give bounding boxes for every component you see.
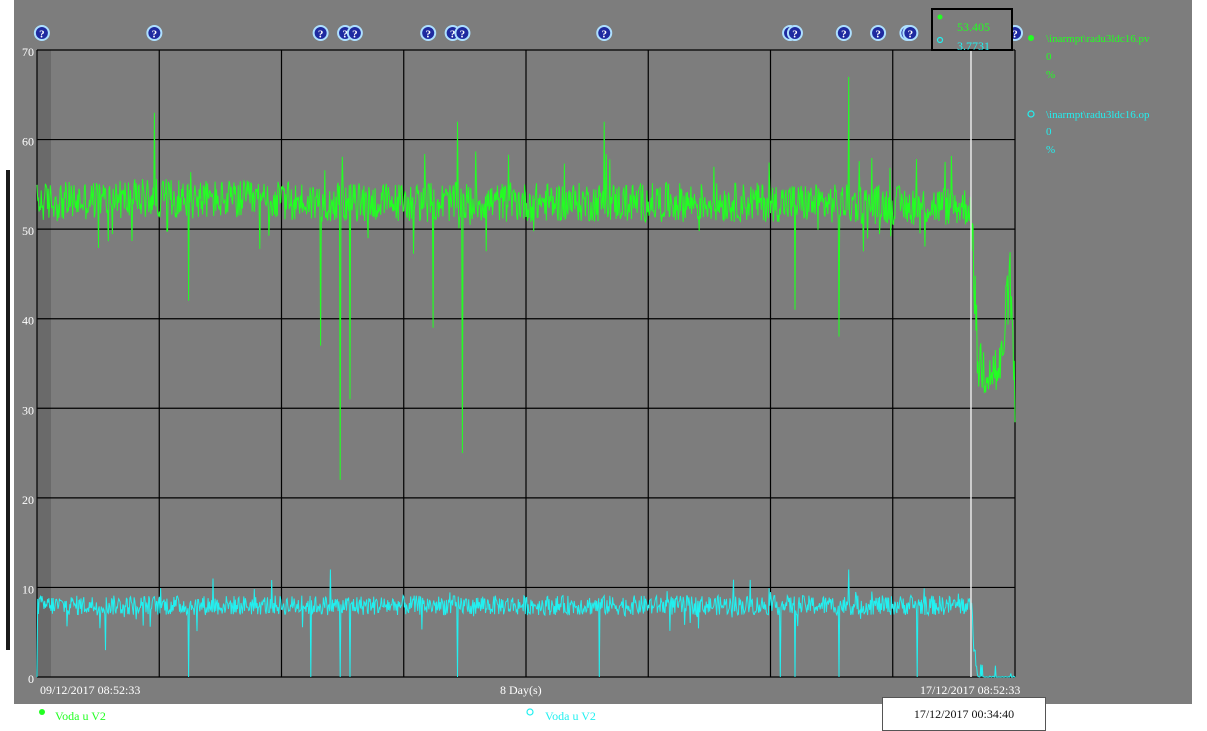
right-window-edge [1192,0,1207,704]
marker-glyph: ? [425,29,431,41]
x-end-label: 17/12/2017 08:52:33 [920,683,1020,697]
marker-badge [835,25,852,41]
marker-glyph: ? [792,29,798,41]
pv-tag-dot[interactable] [1028,35,1034,41]
marker-glyph: ? [841,29,847,41]
x-start-label: 09/12/2017 08:52:33 [40,683,140,697]
cursor-time-label: 17/12/2017 00:34:40 [913,706,1015,721]
op-tag-unit: % [1046,144,1055,156]
marker-badge [346,25,363,41]
op-tag-label[interactable]: \inarmpt\radu3ldc16.op [1046,109,1150,121]
marker-glyph: ? [601,29,607,41]
marker-glyph: ? [908,29,914,41]
marker-badge [146,25,163,41]
marker-badge [33,25,50,41]
question-mark-icon[interactable]: ? [420,25,437,41]
series-line-pv [36,76,1016,480]
x-span-label: 8 Day(s) [500,683,542,697]
marker-glyph: ? [1012,29,1018,41]
series-layer [36,76,1016,678]
marker-badge [786,25,803,41]
left-window-edge [0,0,14,731]
marker-badge [454,25,471,41]
pv-tag-value: 0 [1046,51,1052,63]
question-mark-icon[interactable]: ? [454,25,471,41]
marker-glyph: ? [342,29,348,41]
question-mark-icon[interactable]: ? [835,25,852,41]
y-tick-label: 50 [22,224,34,238]
marker-badge [420,25,437,41]
pv-tag-label[interactable]: \inarmpt\radu3ldc16.pv [1046,33,1150,45]
question-mark-icon[interactable]: ? [312,25,329,41]
y-axis: 70 60 50 40 30 20 10 0 [22,45,34,686]
y-tick-label: 40 [22,314,34,328]
op-readout-value: 3.7731 [957,39,990,53]
question-mark-icon[interactable]: ? [33,25,50,41]
series-line-op [36,569,1016,678]
question-mark-icon[interactable]: ? [146,25,163,41]
op-tag-circle[interactable] [1027,110,1035,118]
y-tick-label: 30 [22,403,34,417]
plot-left-band [37,50,51,677]
pv-legend-dot [39,709,45,715]
marker-glyph: ? [875,29,881,41]
pv-tag-unit: % [1046,69,1055,81]
pv-readout-value: 53.405 [957,20,990,34]
marker-badge [312,25,329,41]
marker-glyph: ? [152,29,158,41]
question-mark-icon[interactable]: ? [786,25,803,41]
pv-legend-name: Voda u V2 [55,709,106,723]
x-axis: 09/12/2017 08:52:33 8 Day(s) 17/12/2017 … [40,683,1020,697]
op-legend-name: Voda u V2 [545,709,596,723]
question-mark-icon[interactable]: ? [346,25,363,41]
bottom-legend: Voda u V2 Voda u V2 [39,708,596,723]
op-legend-circle [526,708,534,716]
marker-glyph: ? [352,29,358,41]
grid [36,49,1016,678]
op-tag-value: 0 [1046,126,1052,138]
question-mark-icon[interactable]: ? [902,25,919,41]
marker-glyph: ? [460,29,466,41]
pv-readout-dot [937,14,943,20]
cursor-time-box[interactable]: 17/12/2017 00:34:40 [882,697,1046,731]
marker-badge [870,25,887,41]
y-tick-label: 20 [22,493,34,507]
event-markers[interactable]: ???????????????? [33,25,1023,41]
y-tick-label: 70 [22,45,34,59]
marker-badge [902,25,919,41]
y-tick-label: 0 [28,672,34,686]
cursor-readout: 53.405 3.7731 [931,8,1013,53]
question-mark-icon[interactable]: ? [870,25,887,41]
marker-badge [596,25,613,41]
right-legend: \inarmpt\radu3ldc16.pv 0 % \inarmpt\radu… [1027,33,1150,156]
marker-glyph: ? [39,29,45,41]
marker-glyph: ? [450,29,456,41]
scroll-indicator[interactable] [6,170,10,650]
y-tick-label: 60 [22,135,34,149]
op-readout-circle [936,36,944,44]
y-tick-label: 10 [22,582,34,596]
question-mark-icon[interactable]: ? [596,25,613,41]
marker-glyph: ? [318,29,324,41]
